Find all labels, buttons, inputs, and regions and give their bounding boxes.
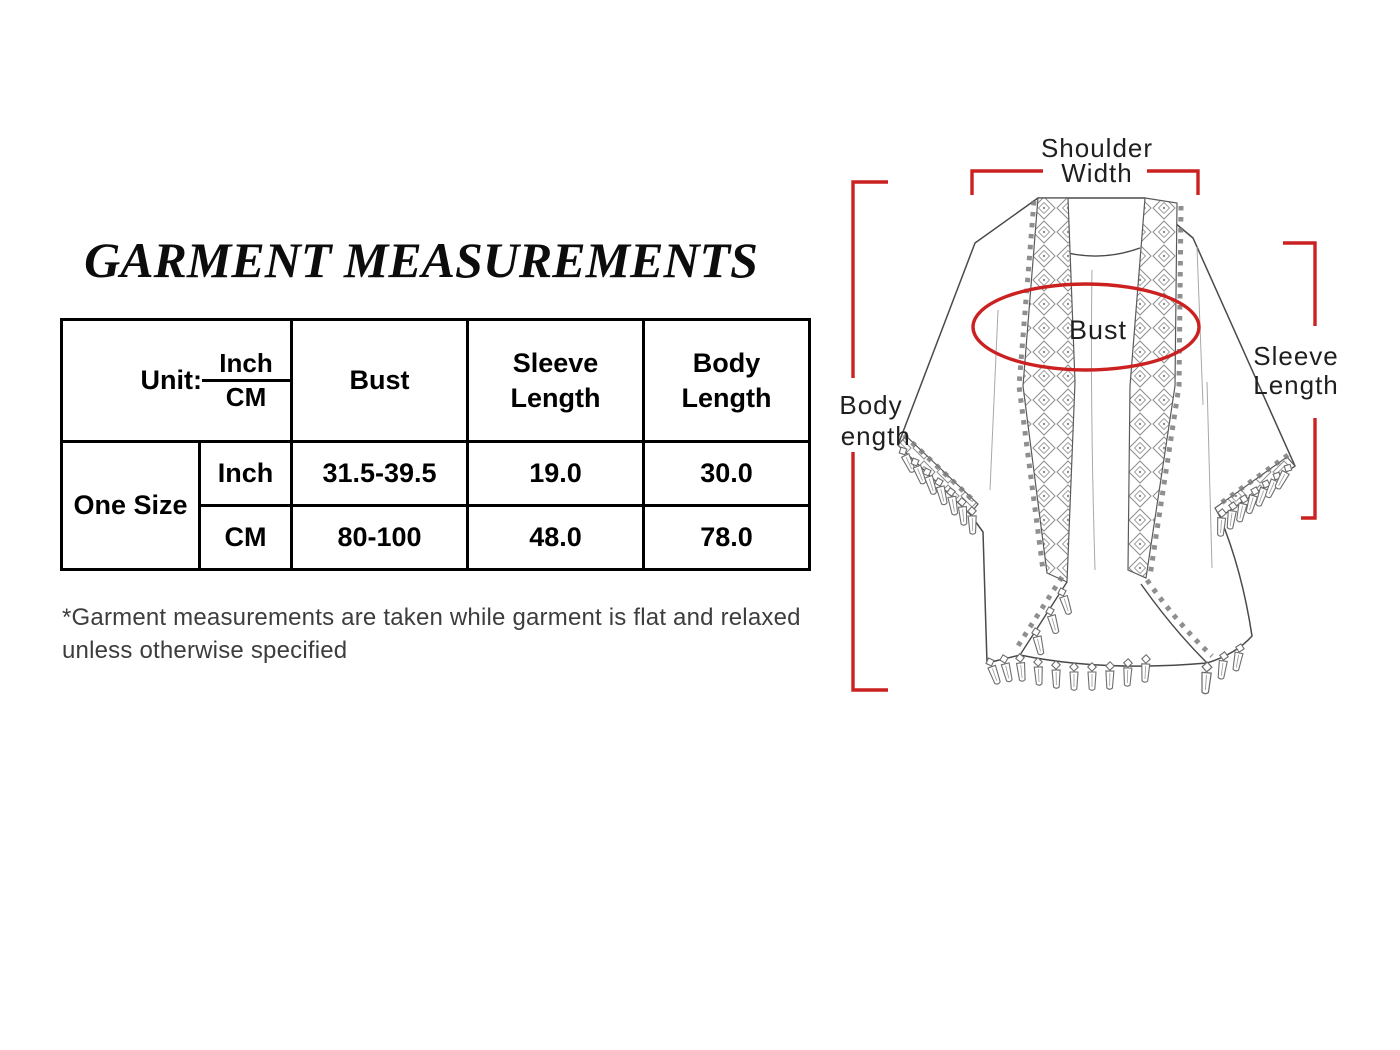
right-trim-band — [1127, 197, 1178, 579]
measurement-marks — [851, 169, 1317, 692]
size-table: Unit: Inch CM Bust Sleeve Length Body Le… — [59, 318, 812, 571]
sleeve-length-label-line1: Sleeve — [1253, 341, 1339, 371]
unit-fraction: Inch CM — [202, 348, 291, 413]
unit-header-cell: Unit: Inch CM — [59, 318, 294, 443]
fold-line-back — [1090, 269, 1096, 571]
right-trim-crenellation — [1147, 205, 1184, 577]
shoulder-width-label-line2: Width — [1061, 158, 1132, 188]
shoulder-width-bracket — [970, 169, 1200, 195]
sleeve-length-bracket — [1283, 241, 1317, 520]
kimono-silhouette — [897, 197, 1296, 667]
size-cell: One Size — [60, 440, 201, 571]
left-hem-crenellation — [1013, 575, 1065, 651]
page-title: GARMENT MEASUREMENTS — [84, 232, 758, 288]
sleeve-inch-value: 19.0 — [466, 440, 646, 507]
bust-ellipse — [971, 282, 1201, 372]
right-cuff-crenellation — [1215, 452, 1290, 509]
col-header-body-length: Body Length — [642, 318, 812, 443]
body-inch-value: 30.0 — [642, 440, 812, 507]
right-panel-hem-edge — [1140, 583, 1208, 664]
table-row-inch: One Size Inch 31.5-39.5 19.0 30.0 — [60, 440, 812, 571]
body-length-label-line2: Length — [840, 421, 911, 451]
left-cuff-band — [897, 435, 979, 515]
fold-line-right-panel — [1206, 381, 1213, 569]
col-header-bust: Bust — [290, 318, 470, 443]
col-header-sleeve-length: Sleeve Length — [466, 318, 646, 443]
header-row: Unit: Inch CM Bust Sleeve Length Body Le… — [59, 318, 812, 443]
bust-inch-value: 31.5-39.5 — [290, 440, 470, 507]
body-length-label-line1: Body — [840, 390, 903, 420]
measurement-note: *Garment measurements are taken while ga… — [62, 604, 801, 664]
unit-inch-label: Inch — [202, 348, 291, 382]
bust-label: Bust — [1069, 315, 1127, 345]
table-row-cm: CM 80-100 48.0 78.0 — [62, 504, 812, 571]
left-trim-crenellation — [1016, 200, 1046, 571]
fold-line-left-panel — [989, 309, 999, 491]
sleeve-length-label-line2: Length — [1253, 370, 1339, 400]
right-hem-crenellation — [1144, 578, 1214, 658]
kimono-sketch — [896, 197, 1296, 695]
shoulder-width-label-line1: Shoulder — [1041, 133, 1153, 163]
bust-cm-value: 80-100 — [290, 504, 470, 571]
unit-cm-label: CM — [225, 382, 267, 412]
unit-inch-row-label: Inch — [197, 440, 294, 507]
garment-diagram: Shoulder Width Bust Sleeve Length Body L… — [840, 133, 1339, 695]
unit-cm-row-label: CM — [197, 504, 294, 571]
sleeve-cm-value: 48.0 — [466, 504, 646, 571]
body-length-bracket — [851, 180, 888, 692]
unit-label: Unit: — [140, 365, 203, 395]
body-cm-value: 78.0 — [642, 504, 812, 571]
unit-wrap: Unit: Inch CM — [63, 321, 291, 440]
